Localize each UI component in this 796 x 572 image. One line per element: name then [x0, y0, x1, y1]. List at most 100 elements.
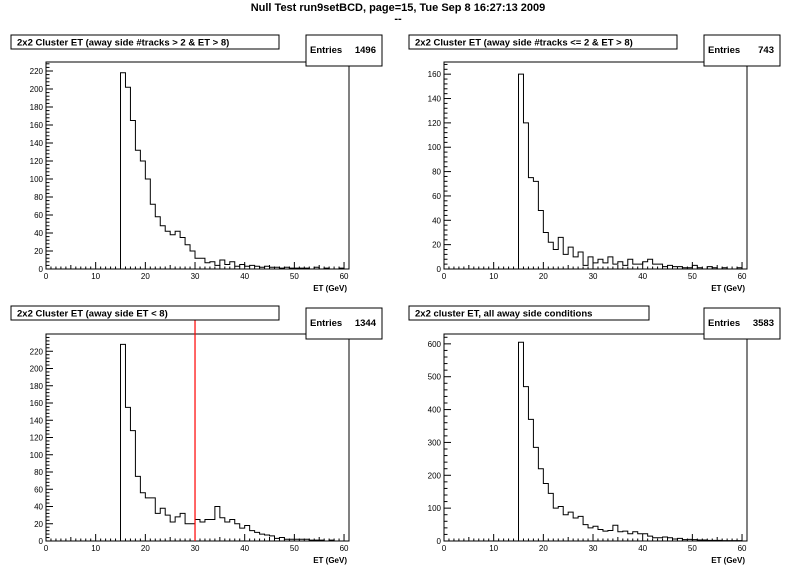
histogram-bin [583, 265, 588, 269]
histogram-bin [195, 519, 200, 541]
y-tick-label: 80 [34, 193, 43, 202]
histogram-bin [528, 419, 533, 541]
histogram-bin [304, 268, 309, 269]
histogram-bin [638, 264, 643, 269]
histogram-bin [180, 513, 185, 541]
y-tick-label: 100 [428, 143, 442, 152]
histogram-bin [220, 518, 225, 541]
histogram-bin [145, 498, 150, 541]
histogram-pad-3: 0 10 20 30 40 50 60 0 20 40 60 80 100 120 140 160 180 200… [10, 305, 383, 565]
histogram-bin [603, 531, 608, 541]
histogram-pad-1: 0 10 20 30 40 50 60 0 20 40 60 80 100 120 140 160 180 200… [10, 34, 383, 293]
y-tick-label: 160 [30, 121, 44, 130]
title-box [10, 34, 280, 50]
histogram-bin [613, 264, 618, 269]
histogram-bin [200, 258, 205, 269]
histogram-bin [240, 528, 245, 541]
histogram-bin [687, 268, 692, 269]
histogram-bin [190, 524, 195, 541]
y-tick-label: 600 [428, 340, 442, 349]
title-box [408, 305, 650, 321]
stats-value: 1496 [355, 45, 376, 56]
x-tick-label: 20 [141, 272, 150, 281]
histogram-bin [633, 264, 638, 269]
x-tick-label: 40 [638, 272, 647, 281]
y-tick-label: 0 [437, 537, 442, 546]
x-tick-label: 30 [191, 544, 200, 553]
plot-frame [45, 333, 350, 542]
histogram-bin [658, 264, 663, 269]
x-tick-label: 60 [340, 544, 349, 553]
y-tick-label: 220 [30, 347, 44, 356]
y-tick-label: 0 [39, 537, 44, 546]
y-tick-label: 20 [34, 520, 43, 529]
histogram-bin [240, 265, 245, 270]
y-tick-label: 0 [39, 265, 44, 274]
histogram-bin [170, 235, 175, 269]
x-tick-label: 0 [44, 544, 49, 553]
x-tick-label: 20 [539, 544, 548, 553]
page-title-line: Null Test run9setBCD, page=15, Tue Sep 8… [250, 2, 546, 14]
x-tick-label: 10 [91, 544, 100, 553]
histogram-bin [304, 539, 309, 541]
histogram-bin [125, 87, 130, 269]
histogram-bin [125, 407, 130, 541]
y-tick-label: 60 [34, 485, 43, 494]
histogram-bin [668, 538, 673, 541]
histogram-bin [130, 431, 135, 541]
histogram-bin [150, 498, 155, 541]
y-tick-label: 200 [30, 85, 44, 94]
histogram-bin [519, 74, 524, 269]
histogram-bin [523, 123, 528, 269]
histogram-bin [702, 540, 707, 541]
histogram-bin [225, 265, 230, 270]
stats-value: 743 [758, 45, 774, 56]
histogram-bin [717, 540, 722, 541]
histogram-bin [578, 516, 583, 541]
x-tick-label: 60 [738, 272, 747, 281]
histogram-bin [523, 387, 528, 541]
y-tick-label: 40 [34, 503, 43, 512]
y-tick-label: 100 [30, 175, 44, 184]
plot-frame [443, 61, 748, 270]
histogram-bin [145, 179, 150, 269]
stats-label: Entries [310, 45, 342, 56]
histogram-bin [687, 539, 692, 541]
x-axis-label: ET (GeV) [711, 556, 745, 565]
histogram-bin [677, 267, 682, 269]
y-tick-label: 0 [437, 265, 442, 274]
histogram-bin [638, 534, 643, 541]
histogram-bin [563, 515, 568, 541]
x-tick-label: 60 [340, 272, 349, 281]
histogram-bin [692, 265, 697, 269]
histogram-bin [583, 525, 588, 541]
histogram-bin [170, 522, 175, 541]
histogram-bin [245, 525, 250, 541]
x-tick-label: 10 [489, 272, 498, 281]
histogram-bin [270, 536, 275, 541]
y-tick-label: 60 [432, 192, 441, 201]
histogram-bin [230, 262, 235, 269]
histogram-bin [160, 226, 165, 269]
histogram-bin [608, 530, 613, 541]
histogram-bin [289, 539, 294, 541]
histogram-bin [324, 268, 329, 269]
histogram-bin [260, 267, 265, 269]
histogram-bin [593, 526, 598, 541]
histogram-bin [558, 237, 563, 269]
histogram-bin [598, 259, 603, 269]
histogram-bin [682, 540, 687, 541]
y-tick-label: 100 [30, 451, 44, 460]
histogram-bin [553, 508, 558, 541]
histogram-title: 2x2 Cluster ET (away side ET < 8) [17, 309, 168, 320]
histogram-bin [668, 265, 673, 269]
histogram-bin [578, 252, 583, 269]
histogram-bin [663, 537, 668, 541]
y-tick-label: 60 [34, 211, 43, 220]
histogram-bin [175, 517, 180, 541]
histogram-bin [265, 535, 270, 541]
histogram-bin [643, 262, 648, 269]
stats-box [703, 34, 781, 67]
histogram-bin [260, 534, 265, 541]
